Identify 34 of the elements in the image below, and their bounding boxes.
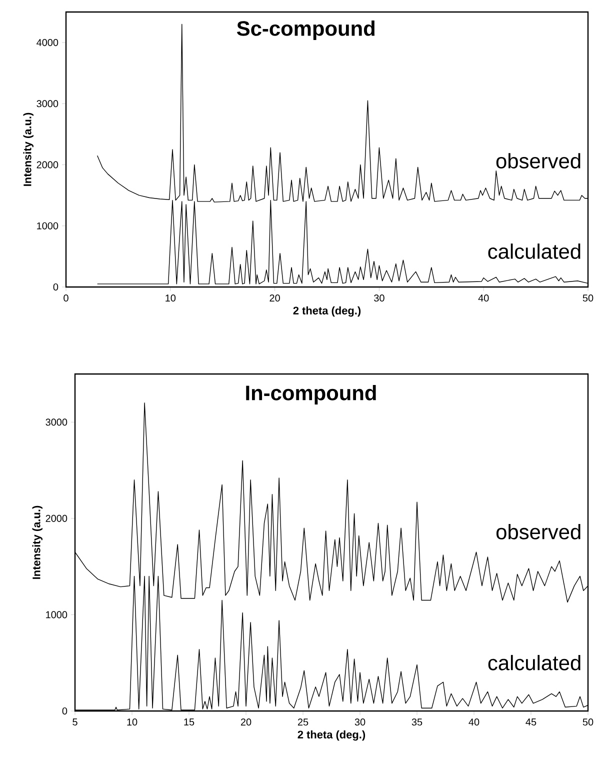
- x-axis-title: 2 theta (deg.): [293, 306, 361, 317]
- x-tick-label: 10: [166, 294, 176, 302]
- x-axis-title: 2 theta (deg.): [298, 730, 366, 741]
- x-tick-label: 45: [526, 718, 536, 726]
- x-tick-label: 15: [184, 718, 194, 726]
- x-tick-label: 5: [72, 718, 78, 726]
- series-label: calculated: [488, 244, 580, 259]
- y-tick-label: 2000: [36, 161, 58, 168]
- y-tick-label: 1000: [37, 222, 58, 230]
- series-label: observed: [496, 524, 580, 540]
- series-label: observed: [496, 153, 580, 168]
- series-label: calculated: [488, 654, 580, 670]
- y-tick-label: 3000: [46, 418, 68, 426]
- y-tick-label: 0: [62, 707, 68, 715]
- x-tick-label: 25: [298, 718, 308, 726]
- y-tick-label: 2000: [46, 514, 68, 522]
- y-tick-label: 3000: [36, 100, 58, 108]
- y-tick-label: 4000: [36, 39, 58, 46]
- x-tick-label: 50: [582, 294, 594, 302]
- y-axis-title: Intensity (a.u.): [23, 112, 34, 186]
- x-tick-label: 20: [240, 718, 252, 726]
- y-tick-label: 0: [53, 283, 58, 291]
- x-tick-label: 50: [582, 718, 594, 726]
- x-tick-label: 10: [127, 718, 138, 726]
- x-tick-label: 35: [412, 718, 422, 726]
- x-tick-label: 30: [354, 718, 366, 726]
- y-axis-title: Intensity (a.u.): [32, 506, 42, 579]
- x-tick-label: 20: [270, 294, 280, 302]
- chart-title: In-compound: [246, 385, 376, 405]
- x-tick-label: 30: [374, 294, 384, 302]
- y-tick-label: 1000: [46, 611, 68, 618]
- x-tick-label: 40: [478, 294, 489, 302]
- x-tick-label: 40: [468, 718, 480, 726]
- chart-title: Sc-compound: [236, 20, 374, 40]
